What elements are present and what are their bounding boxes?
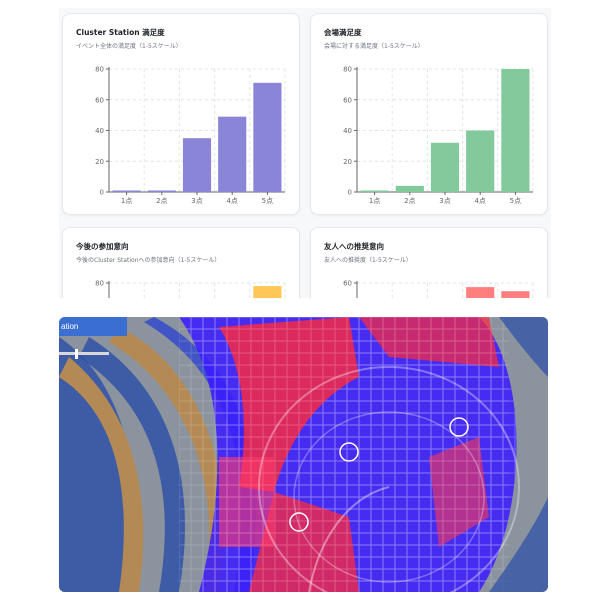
chart-subtitle: イベント全体の満足度（1-5スケール）: [76, 43, 182, 50]
bar: [253, 82, 282, 192]
x-tick-label: 3点: [191, 197, 202, 205]
y-tick-label: 60: [343, 280, 352, 288]
venue-3d-visualization[interactable]: ation: [59, 317, 548, 592]
bar-chart: 0 20 40 60 80 1点 2点 3点 4点 5点: [95, 66, 286, 205]
x-tick-label: 3点: [439, 197, 450, 205]
bar-chart: 601点2点3点4点5点: [343, 280, 534, 298]
chart-subtitle: 会場に対する満足度（1-5スケール）: [324, 43, 424, 50]
y-tick-label: 20: [95, 158, 104, 166]
y-tick-label: 60: [343, 96, 352, 104]
y-tick-label: 80: [343, 66, 352, 74]
y-tick-label: 40: [343, 127, 352, 135]
x-tick-label: 5点: [262, 197, 273, 205]
bar: [430, 142, 460, 192]
chart-card-future-participation: 今後の参加意向 今後のCluster Stationへの参加意向（1-5スケール…: [62, 227, 300, 298]
y-tick-label: 80: [95, 280, 104, 288]
x-tick-label: 1点: [369, 197, 380, 205]
x-tick-label: 1点: [121, 197, 132, 205]
chart-title: 友人への推奨意向: [324, 242, 384, 251]
chart-title: Cluster Station 満足度: [76, 28, 165, 37]
y-tick-label: 80: [95, 66, 104, 74]
y-tick-label: 0: [100, 189, 104, 197]
y-tick-label: 0: [348, 189, 352, 197]
viewer-slider-thumb[interactable]: [75, 349, 78, 359]
bar: [112, 190, 141, 192]
y-tick-label: 20: [343, 158, 352, 166]
bar-chart: 0 20 40 60 80 1点 2点 3点 4点 5点: [343, 66, 534, 205]
x-tick-label: 5点: [510, 197, 521, 205]
viewer-slider-track[interactable]: [59, 352, 109, 355]
survey-dashboard: Cluster Station 満足度 イベント全体の満足度（1-5スケール） …: [59, 8, 551, 298]
chart-card-friend-recommendation: 友人への推奨意向 友人への推奨度（1-5スケール） 601点2点3点4点5点: [310, 227, 548, 298]
chart-card-venue-satisfaction: 会場満足度 会場に対する満足度（1-5スケール） 0 20 40 60 80 1点 2点 3点…: [310, 13, 548, 215]
bar: [253, 286, 282, 298]
y-tick-label: 60: [95, 96, 104, 104]
bar: [218, 116, 247, 192]
x-tick-label: 2点: [404, 197, 415, 205]
chart-card-cluster-satisfaction: Cluster Station 満足度 イベント全体の満足度（1-5スケール） …: [62, 13, 300, 215]
x-tick-label: 4点: [474, 197, 485, 205]
station-label-tab[interactable]: ation: [59, 317, 127, 336]
bar: [466, 130, 495, 192]
x-tick-label: 2点: [156, 197, 167, 205]
bar: [147, 190, 176, 192]
bar: [395, 185, 424, 192]
bar: [182, 138, 212, 192]
chart-title: 会場満足度: [324, 28, 362, 37]
bar: [501, 291, 530, 298]
chart-subtitle: 友人への推奨度（1-5スケール）: [324, 257, 412, 264]
bar: [360, 190, 389, 192]
chart-subtitle: 今後のCluster Stationへの参加意向（1-5スケール）: [76, 257, 221, 264]
bar: [501, 69, 530, 192]
chart-title: 今後の参加意向: [76, 242, 129, 251]
bar: [466, 287, 495, 298]
x-tick-label: 4点: [226, 197, 237, 205]
y-tick-label: 40: [95, 127, 104, 135]
heatmap-scene: [59, 317, 548, 592]
